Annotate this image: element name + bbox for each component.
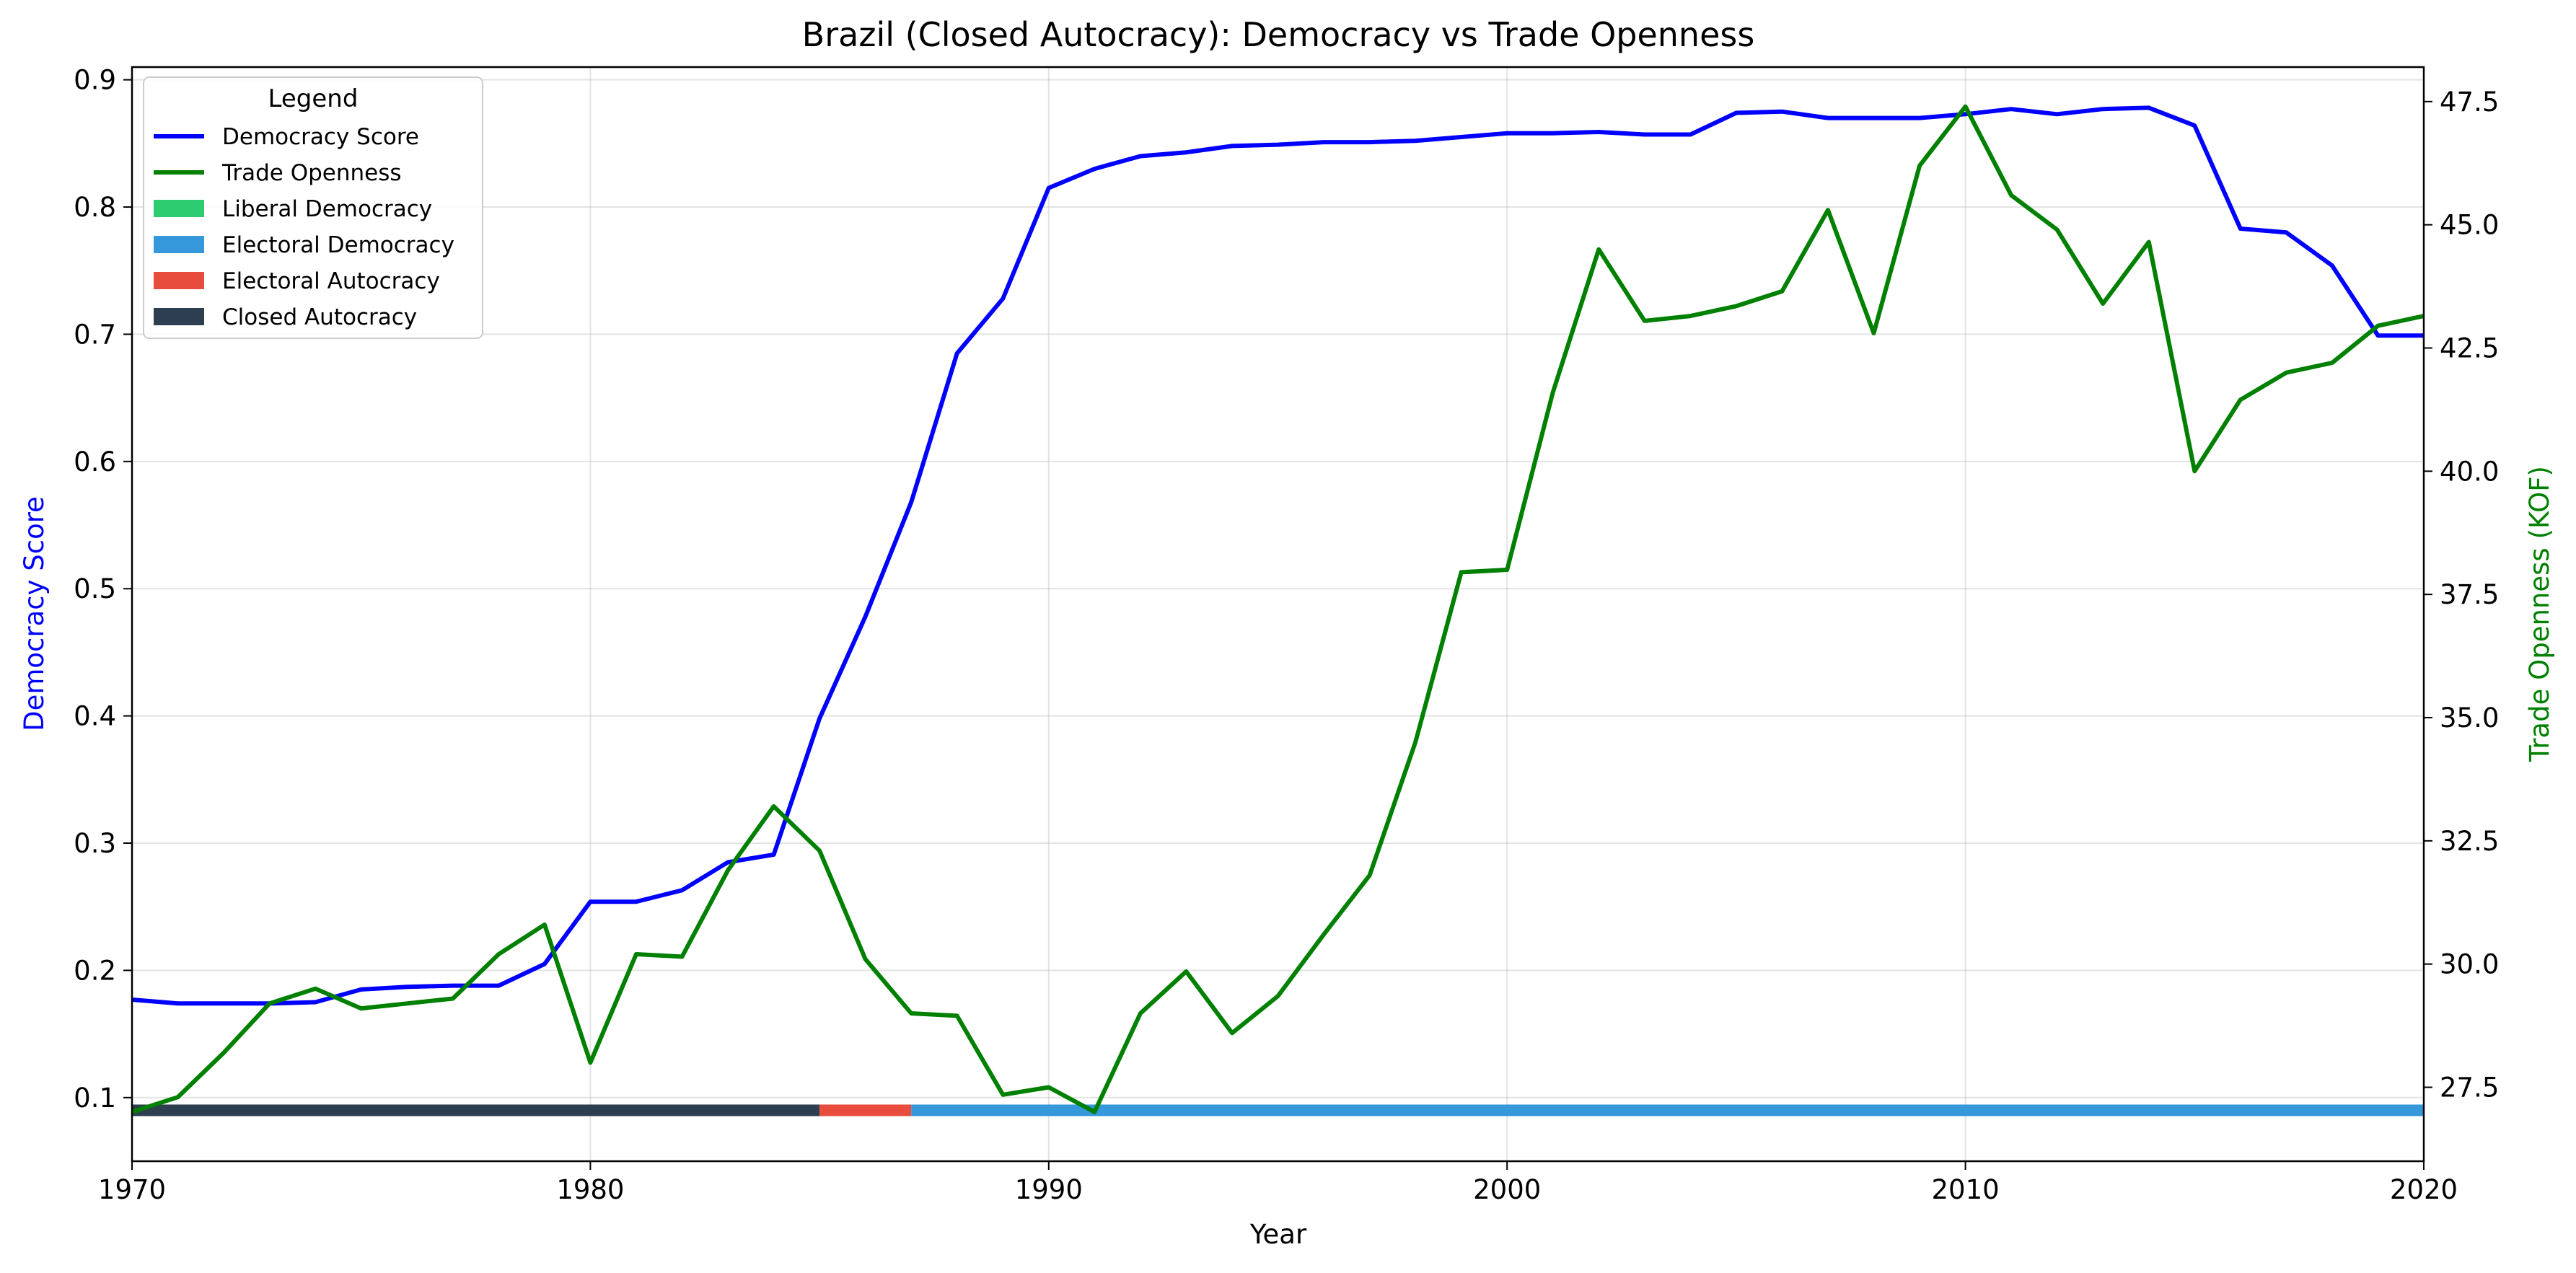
series-line-democracy-score — [131, 105, 2424, 1006]
regime-bands — [132, 1104, 2424, 1116]
y-right-tick-label: 35.0 — [2440, 702, 2499, 734]
legend-item-label: Trade Openness — [221, 160, 402, 186]
x-tick-label: 2020 — [2390, 1174, 2458, 1205]
y-left-tick-label: 0.7 — [74, 319, 116, 350]
legend-swatch-patch — [154, 200, 204, 217]
y-right-tick-label: 47.5 — [2440, 87, 2499, 118]
y-right-tick-label: 45.0 — [2440, 210, 2499, 241]
legend-item-label: Electoral Democracy — [222, 232, 454, 258]
x-tick-label: 1990 — [1015, 1174, 1083, 1205]
y-right-tick-label: 40.0 — [2440, 456, 2499, 487]
y-axis-label-left: Democracy Score — [19, 496, 50, 731]
x-tick-label: 1980 — [556, 1174, 624, 1205]
legend-title: Legend — [268, 84, 359, 113]
x-tick-label: 2000 — [1473, 1174, 1541, 1205]
y-right-tick-label: 32.5 — [2440, 826, 2499, 857]
y-left-tick-label: 0.1 — [74, 1083, 116, 1114]
y-left-tick-label: 0.3 — [74, 828, 116, 859]
x-tick-label: 2010 — [1932, 1174, 2000, 1205]
legend-item-label: Closed Autocracy — [222, 304, 417, 330]
y-left-tick-label: 0.5 — [74, 573, 116, 604]
y-left-tick-label: 0.9 — [74, 65, 116, 96]
legend-swatch-patch — [154, 236, 204, 253]
legend-swatch-patch — [154, 272, 204, 289]
y-right-tick-label: 42.5 — [2440, 333, 2499, 364]
y-right-tick-label: 30.0 — [2440, 949, 2499, 980]
y-left-tick-label: 0.6 — [74, 446, 116, 477]
legend-box — [143, 76, 483, 339]
axis-ticks: 1970 1980 1990 2000 2010 2020 0.1 0.2 0.3 0.4 0.5 0… — [74, 65, 2499, 1205]
legend-item-label: Electoral Autocracy — [222, 268, 440, 294]
y-left-tick-label: 0.4 — [74, 701, 116, 732]
y-left-tick-label: 0.8 — [74, 192, 116, 223]
x-tick-label: 1970 — [98, 1174, 166, 1205]
y-left-tick-label: 0.2 — [74, 955, 116, 986]
legend: Legend Democracy Score Trade Openness Libe… — [143, 76, 483, 339]
legend-item-label: Democracy Score — [222, 124, 419, 150]
regime-band-closed-autocracy — [132, 1104, 820, 1116]
regime-band-electoral-autocracy — [819, 1104, 912, 1116]
series-lines — [131, 104, 2425, 1114]
y-right-tick-label: 37.5 — [2440, 579, 2499, 610]
y-axis-label-right: Trade Openness (KOF) — [2524, 466, 2555, 762]
y-right-tick-label: 27.5 — [2440, 1072, 2499, 1104]
series-line-trade-openness — [131, 104, 2425, 1114]
regime-band-electoral-democracy — [911, 1104, 2424, 1116]
chart-title: Brazil (Closed Autocracy): Democracy vs … — [802, 15, 1755, 54]
legend-swatch-patch — [154, 308, 204, 325]
x-axis-label: Year — [1249, 1219, 1307, 1250]
plot-frame — [131, 66, 2425, 1163]
legend-item-label: Liberal Democracy — [222, 196, 432, 222]
